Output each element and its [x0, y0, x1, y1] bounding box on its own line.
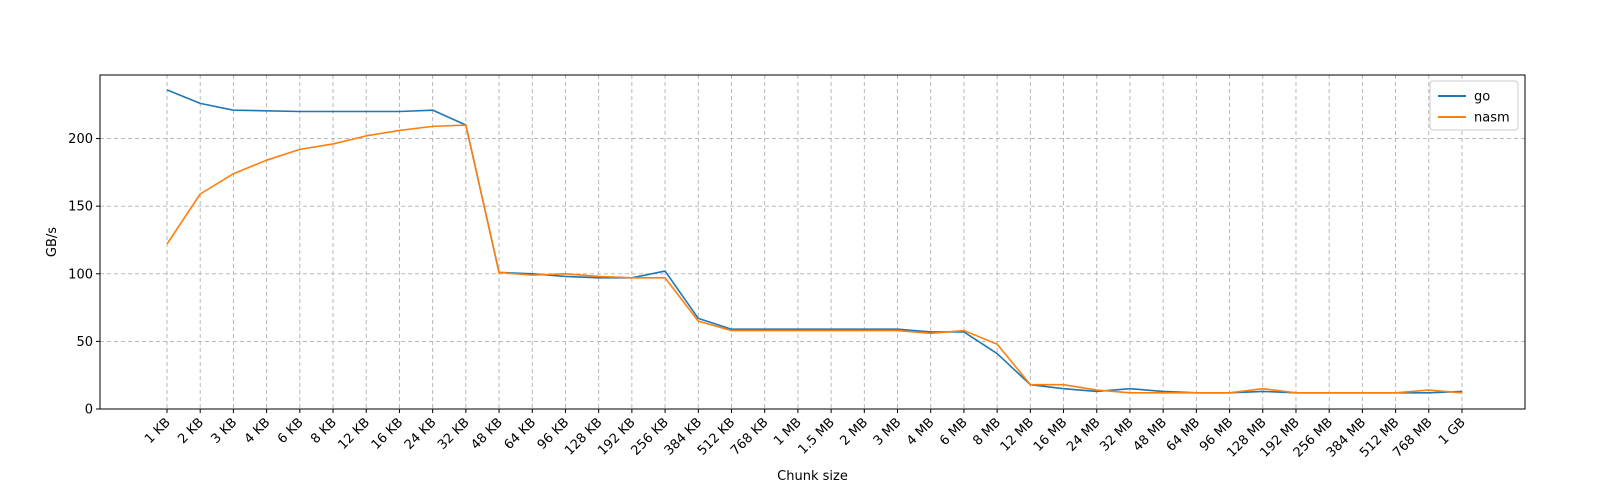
- legend: go nasm: [1429, 80, 1519, 131]
- x-tick-label: 32 MB: [1097, 415, 1136, 454]
- y-tick-label: 0: [85, 403, 93, 418]
- x-tick-label: 12 KB: [335, 415, 373, 453]
- legend-label-nasm: nasm: [1474, 111, 1510, 126]
- x-tick-label: 1 GB: [1436, 415, 1469, 448]
- plot-area: [99, 74, 1526, 410]
- x-tick-label: 16 MB: [1031, 415, 1070, 454]
- y-axis: 0 50 100 150 200: [68, 132, 100, 418]
- grid: [100, 75, 1525, 410]
- x-tick-label: 1.5 MB: [796, 415, 838, 457]
- x-tick-label: 32 KB: [435, 415, 473, 453]
- x-tick-label: 3 MB: [871, 415, 905, 449]
- x-tick-label: 12 MB: [998, 415, 1037, 454]
- x-tick-label: 2 KB: [175, 415, 207, 447]
- x-tick-label: 48 KB: [468, 415, 506, 453]
- y-tick-label: 50: [76, 335, 93, 350]
- y-tick-label: 100: [68, 267, 93, 282]
- x-tick-label: 4 MB: [904, 415, 938, 449]
- x-tick-label: 24 MB: [1064, 415, 1103, 454]
- y-tick-label: 150: [68, 200, 93, 215]
- x-tick-label: 64 MB: [1164, 415, 1203, 454]
- series-line-nasm: [166, 124, 1463, 394]
- x-tick-label: 64 KB: [502, 415, 540, 453]
- x-tick-label: 6 MB: [937, 415, 971, 449]
- x-tick-label: 16 KB: [369, 415, 407, 453]
- x-tick-label: 48 MB: [1131, 415, 1170, 454]
- x-tick-label: 1 KB: [142, 415, 174, 447]
- y-tick-label: 200: [68, 132, 93, 147]
- legend-label-go: go: [1474, 90, 1490, 105]
- x-tick-label: 768 KB: [728, 415, 771, 458]
- x-tick-label: 24 KB: [402, 415, 440, 453]
- x-axis-label: Chunk size: [777, 469, 848, 484]
- x-tick-label: 3 KB: [209, 415, 241, 447]
- x-tick-label: 2 MB: [838, 415, 872, 449]
- series-line-go: [166, 89, 1463, 394]
- series-lines: [166, 89, 1463, 394]
- x-tick-label: 6 KB: [275, 415, 307, 447]
- y-axis-label: GB/s: [45, 227, 60, 257]
- x-tick-label: 4 KB: [242, 415, 274, 447]
